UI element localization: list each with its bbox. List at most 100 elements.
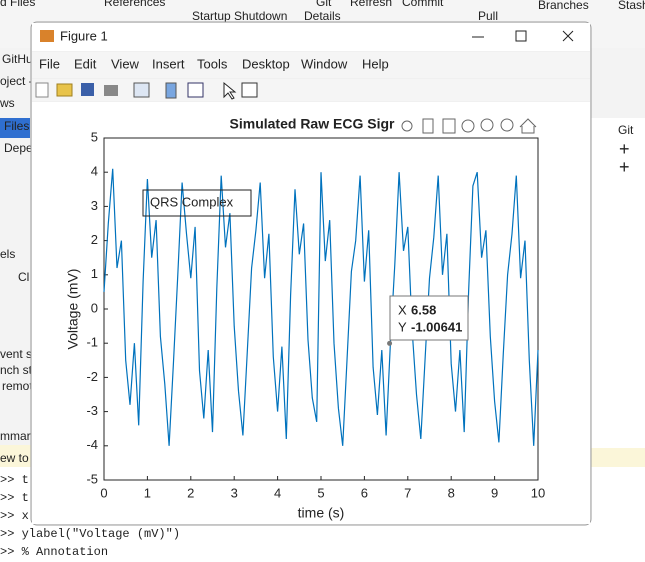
panel-label: ws [0, 96, 15, 110]
x-tick-label: 2 [187, 485, 194, 500]
panel-label: GitHu [2, 52, 33, 66]
datatip-y-label: Y [398, 319, 407, 334]
x-tick-label: 4 [274, 485, 281, 500]
y-tick-label: 0 [91, 300, 98, 315]
y-tick-label: -2 [86, 369, 98, 384]
command-line: >> t [0, 491, 29, 505]
menu-item[interactable]: Help [362, 56, 389, 71]
panel-label: Depe [4, 141, 33, 155]
command-line: >> t [0, 473, 29, 487]
y-tick-label: -1 [86, 335, 98, 350]
add-button[interactable]: + [619, 139, 630, 159]
property-icon[interactable] [241, 82, 258, 98]
toolstrip-label: Pull [478, 9, 498, 23]
title-bar [32, 23, 590, 51]
toolstrip-label: Startup Shutdown [192, 9, 287, 23]
command-line: >> ylabel("Voltage (mV)") [0, 527, 180, 541]
y-tick-label: 2 [91, 232, 98, 247]
y-tick-label: 3 [91, 198, 98, 213]
menu-item[interactable]: Tools [197, 56, 228, 71]
export-button[interactable] [401, 120, 413, 132]
plot: 0 1 2 3 4 5 6 7 8 9 10 -5 -4 -3 -2 -1 0 1 2 3 4 5 Simulated Ra… [65, 116, 546, 521]
maximize-button[interactable] [515, 30, 527, 42]
toolstrip-label: Git [316, 0, 332, 9]
y-axis-label: Voltage (mV) [65, 269, 81, 350]
menu-item[interactable]: Edit [74, 56, 97, 71]
panel-label: Git [618, 123, 634, 137]
datatip-button[interactable] [442, 118, 456, 134]
axes-toolbar [398, 115, 540, 137]
command-line: >> x [0, 509, 29, 523]
right-panel [590, 118, 645, 448]
window-title: Figure 1 [60, 28, 108, 43]
x-axis-label: time (s) [298, 505, 345, 521]
toolstrip-label: d Files [0, 0, 35, 9]
datatip-box [389, 295, 469, 341]
app-icon [40, 30, 54, 42]
x-tick-label: 1 [144, 485, 151, 500]
menu-items: File Edit View Insert Tools Desktop Window Help [39, 56, 389, 71]
menu-item[interactable]: Desktop [242, 56, 290, 71]
datatip-marker [387, 340, 393, 346]
toolstrip-label: Stash [618, 0, 645, 12]
toolstrip-label: Refresh [350, 0, 392, 9]
x-tick-label: 9 [491, 485, 498, 500]
colorbar-icon[interactable] [165, 82, 177, 99]
toolstrip-label: Branches [538, 0, 589, 12]
chart-title: Simulated Raw ECG Sigr [230, 116, 395, 132]
x-tick-label: 7 [404, 485, 411, 500]
y-tick-label: -4 [86, 437, 98, 452]
axes-toolbar-bg [398, 115, 540, 137]
save-icon[interactable] [81, 83, 94, 96]
panel-label: Files [4, 119, 29, 133]
panel-label: remot [2, 379, 33, 393]
y-tick-label: 1 [91, 266, 98, 281]
y-tick-label: 4 [91, 164, 98, 179]
panel-label: Cl [18, 270, 29, 284]
series-line [103, 168, 539, 446]
x-tick-label: 0 [100, 485, 107, 500]
y-tick-label: 5 [91, 129, 98, 144]
x-tick-label: 5 [317, 485, 324, 500]
menu-bar [32, 52, 590, 78]
brush-button[interactable] [422, 118, 434, 134]
figure-window: Figure 1 File Edit View Insert Tools Desktop W… [30, 21, 592, 526]
panel-label: els [0, 247, 15, 261]
pan-button[interactable] [461, 119, 475, 133]
link-icon[interactable] [133, 82, 150, 98]
zoom-out-button[interactable] [500, 118, 514, 132]
toolbar-icons [35, 81, 258, 100]
y-tick-label: -3 [86, 403, 98, 418]
x-tick-label: 8 [448, 485, 455, 500]
pointer-icon[interactable] [223, 81, 237, 100]
print-icon[interactable] [104, 85, 118, 96]
menu-item[interactable]: Window [301, 56, 348, 71]
legend-icon[interactable] [187, 82, 204, 98]
add-button[interactable]: + [619, 157, 630, 177]
datatip-x-value: 6.58 [411, 302, 436, 317]
y-tick-label: -5 [86, 471, 98, 486]
panel-label: vent s [0, 347, 32, 361]
toolstrip-label: References [104, 0, 165, 9]
toolstrip-label: Details [304, 9, 341, 23]
selected-row [0, 118, 30, 138]
zoom-in-button[interactable] [480, 118, 494, 132]
open-icon[interactable] [56, 83, 73, 97]
command-line: >> % Annotation [0, 545, 108, 559]
menu-item[interactable]: Insert [152, 56, 185, 71]
datatip-y-value: -1.00641 [411, 319, 462, 334]
annotation-box [142, 189, 252, 217]
panel-label: mmar [0, 429, 31, 443]
panel-label: nch st [0, 363, 33, 377]
close-button[interactable] [562, 30, 574, 42]
menu-item[interactable]: View [111, 56, 140, 71]
toolstrip-label: Commit [402, 0, 444, 9]
panel-label: oject - [0, 74, 33, 88]
home-button[interactable] [519, 118, 537, 134]
menu-item[interactable]: File [39, 56, 60, 71]
new-icon[interactable] [35, 82, 49, 98]
x-tick-label: 10 [531, 485, 545, 500]
